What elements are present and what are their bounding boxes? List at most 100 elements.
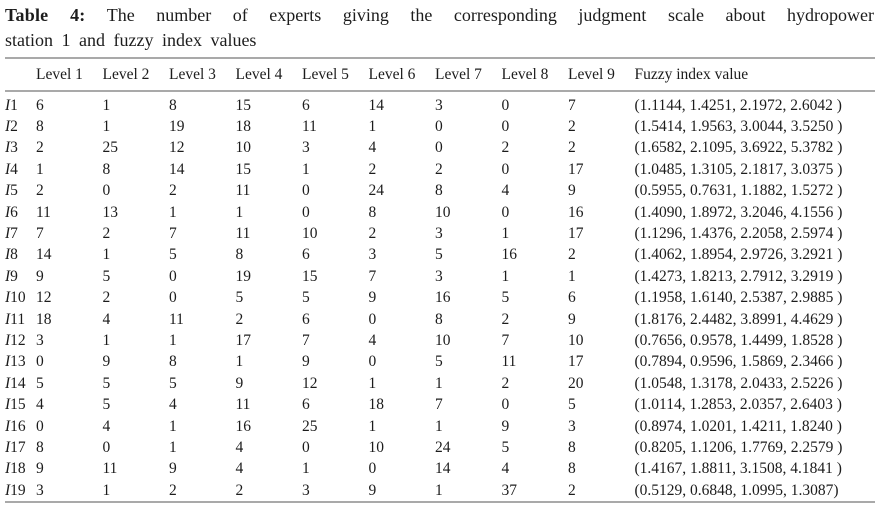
cell-level-6: 4 (368, 331, 377, 349)
cell-level-6: 0 (368, 353, 377, 371)
cell-fuzzy-index: (1.1958, 1.6140, 2.5387, 2.9885 ) (634, 289, 843, 307)
cell-level-7: 3 (435, 225, 443, 243)
cell-level-5: 15 (302, 267, 318, 285)
cell-level-8: 1 (501, 225, 510, 243)
cell-level-9: 6 (568, 289, 576, 307)
cell-level-2: 4 (102, 417, 111, 435)
cell-level-9: 17 (568, 353, 584, 371)
cell-level-5: 0 (302, 182, 310, 200)
table-row: I1 6 1 8 15 6 14 3 0 7 (1.1144, 1.4251, 2.1972, 2.… (5, 91, 875, 116)
cell-level-1: 9 (36, 460, 44, 478)
cell-level-8: 2 (501, 374, 510, 392)
cell-level-3: 2 (169, 481, 177, 499)
caption-text-line2: station 1 and fuzzy index values (5, 30, 257, 50)
cell-fuzzy-index: (0.5955, 0.7631, 1.1882, 1.5272 ) (634, 182, 843, 200)
cell-level-2: 0 (102, 182, 111, 200)
row-label: I5 (5, 182, 18, 200)
cell-fuzzy-index: (1.1296, 1.4376, 2.2058, 2.5974 ) (634, 225, 843, 243)
cell-level-4: 18 (235, 118, 252, 136)
cell-level-9: 8 (568, 460, 576, 478)
cell-level-4: 9 (235, 374, 244, 392)
cell-fuzzy-index: (1.4090, 1.8972, 3.2046, 4.1556 ) (634, 203, 843, 221)
cell-level-4: 5 (235, 289, 244, 307)
cell-level-8: 5 (501, 289, 510, 307)
cell-level-8: 9 (501, 417, 510, 435)
cell-level-7: 24 (435, 438, 451, 456)
cell-fuzzy-index: (1.1144, 1.4251, 2.1972, 2.6042 ) (634, 96, 842, 114)
cell-level-7: 10 (435, 331, 451, 349)
cell-level-1: 6 (36, 96, 44, 114)
table-row: I10 12 2 0 5 5 9 16 5 6 (1.1958, 1.6140, 2.5387, 2… (5, 288, 875, 309)
cell-level-2: 1 (102, 481, 111, 499)
cell-level-2: 11 (102, 460, 118, 478)
cell-level-4: 19 (235, 267, 252, 285)
cell-level-2: 8 (102, 160, 111, 178)
cell-fuzzy-index: (1.0485, 1.3105, 2.1817, 3.0375 ) (634, 160, 843, 178)
cell-level-8: 4 (501, 460, 510, 478)
cell-level-3: 14 (169, 160, 185, 178)
cell-level-5: 3 (302, 139, 310, 157)
cell-level-9: 20 (568, 374, 584, 392)
cell-level-9: 2 (568, 246, 576, 264)
cell-level-2: 5 (102, 396, 111, 414)
row-label: I3 (5, 139, 18, 157)
cell-level-1: 8 (36, 438, 44, 456)
cell-level-9: 17 (568, 160, 584, 178)
cell-level-5: 0 (302, 203, 310, 221)
cell-level-3: 5 (169, 246, 177, 264)
column-header-level-1: Level 1 (36, 58, 103, 92)
table-caption: Table 4: The number of experts giving th… (0, 0, 880, 53)
cell-level-8: 1 (501, 267, 510, 285)
cell-level-5: 3 (302, 481, 310, 499)
cell-level-7: 1 (435, 481, 443, 499)
cell-fuzzy-index: (1.4062, 1.8954, 2.9726, 3.2921 ) (634, 246, 843, 264)
row-label: I17 (5, 438, 26, 456)
cell-level-6: 1 (368, 374, 377, 392)
table-body: I1 6 1 8 15 6 14 3 0 7 (1.1144, 1.4251, 2.1972, 2.… (5, 91, 875, 502)
cell-level-1: 18 (36, 310, 52, 328)
cell-level-1: 7 (36, 225, 44, 243)
cell-level-5: 12 (302, 374, 318, 392)
column-header-fuzzy-index: Fuzzy index value (634, 58, 875, 92)
cell-level-5: 9 (302, 353, 310, 371)
cell-level-5: 0 (302, 438, 310, 456)
cell-level-7: 14 (435, 460, 451, 478)
cell-level-5: 6 (302, 310, 310, 328)
cell-level-4: 11 (235, 182, 251, 200)
cell-level-7: 7 (435, 396, 443, 414)
table-row: I17 8 0 1 4 0 10 24 5 8 (0.8205, 1.1206, 1.7769, 2… (5, 437, 875, 458)
cell-level-6: 8 (368, 203, 377, 221)
cell-level-2: 5 (102, 374, 111, 392)
row-label: I7 (5, 225, 18, 243)
cell-fuzzy-index: (0.5129, 0.6848, 1.0995, 1.3087) (634, 481, 839, 499)
experts-table: Level 1 Level 2 Level 3 Level 4 Level 5 Level… (5, 57, 875, 504)
cell-level-7: 8 (435, 182, 443, 200)
table-row: I3 2 25 12 10 3 4 0 2 2 (1.6582, 2.1095, 3.6922, 5… (5, 138, 875, 159)
table-row: I8 14 1 5 8 6 3 5 16 2 (1.4062, 1.8954, 2.9726, 3.… (5, 245, 875, 266)
cell-level-8: 37 (501, 481, 518, 499)
cell-level-4: 1 (235, 203, 244, 221)
cell-level-6: 10 (368, 438, 385, 456)
column-header-level-3: Level 3 (169, 58, 236, 92)
header-row: Level 1 Level 2 Level 3 Level 4 Level 5 Level… (5, 58, 875, 92)
table-row: I4 1 8 14 15 1 2 2 0 17 (1.0485, 1.3105, 2.1817, 3… (5, 159, 875, 180)
cell-level-4: 10 (235, 139, 252, 157)
cell-level-1: 2 (36, 182, 44, 200)
cell-level-3: 8 (169, 353, 177, 371)
row-label: I2 (5, 118, 18, 136)
cell-level-3: 0 (169, 289, 177, 307)
cell-level-1: 14 (36, 246, 52, 264)
cell-level-2: 2 (102, 289, 111, 307)
row-label-header (5, 58, 36, 92)
cell-level-8: 2 (501, 139, 510, 157)
cell-level-3: 1 (169, 203, 177, 221)
cell-level-4: 15 (235, 160, 252, 178)
cell-fuzzy-index: (1.0114, 1.2853, 2.0357, 2.6403 ) (634, 396, 842, 414)
cell-level-2: 2 (102, 225, 111, 243)
cell-fuzzy-index: (1.8176, 2.4482, 3.8991, 4.4629 ) (634, 310, 843, 328)
cell-level-7: 5 (435, 246, 443, 264)
column-header-level-4: Level 4 (235, 58, 302, 92)
cell-level-9: 7 (568, 96, 576, 114)
table-row: I2 8 1 19 18 11 1 0 0 2 (1.5414, 1.9563, 3.0044, 3… (5, 116, 875, 137)
cell-level-5: 10 (302, 225, 318, 243)
